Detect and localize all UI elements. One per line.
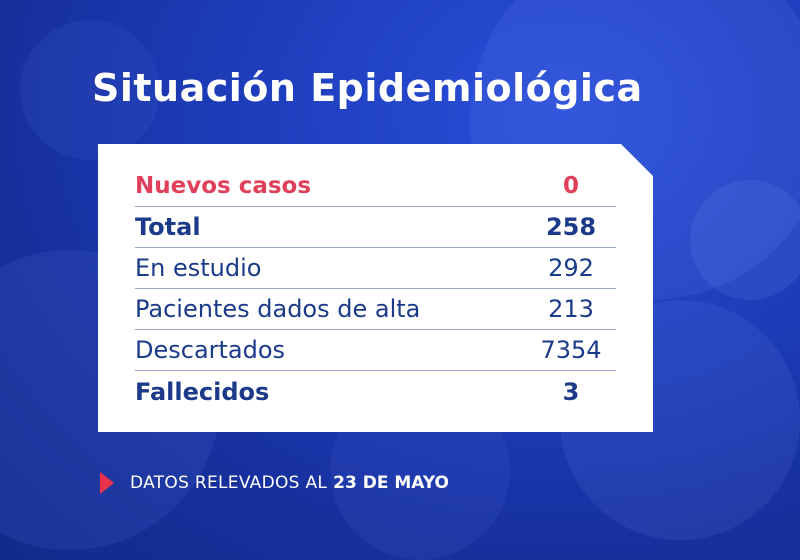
stat-row-en-estudio: En estudio 292: [135, 248, 616, 289]
stat-label: Pacientes dados de alta: [135, 295, 421, 323]
footer-note: DATOS RELEVADOS AL 23 DE MAYO: [100, 472, 449, 494]
footer-text: DATOS RELEVADOS AL: [130, 473, 328, 493]
play-arrow-icon: [100, 472, 114, 494]
stats-table: Nuevos casos 0 Total 258 En estudio 292 …: [135, 166, 616, 412]
stat-label: En estudio: [135, 254, 262, 282]
virus-blob: [690, 180, 800, 300]
stat-value: 3: [562, 377, 580, 406]
stat-value: 258: [545, 213, 597, 241]
stat-value: 0: [562, 173, 579, 199]
stat-value: 7354: [540, 336, 602, 364]
stat-label: Fallecidos: [135, 377, 270, 406]
page-title: Situación Epidemiológica: [92, 66, 643, 110]
stats-card: Nuevos casos 0 Total 258 En estudio 292 …: [98, 144, 653, 432]
stat-value: 213: [548, 295, 594, 323]
stat-value: 292: [548, 254, 594, 282]
stat-row-fallecidos: Fallecidos 3: [135, 371, 616, 412]
footer-date: 23 DE MAYO: [333, 473, 449, 493]
stat-label: Total: [135, 213, 201, 241]
virus-blob: [20, 20, 160, 160]
stat-label: Descartados: [135, 336, 286, 364]
stat-row-dados-de-alta: Pacientes dados de alta 213: [135, 289, 616, 330]
stat-label: Nuevos casos: [135, 173, 312, 199]
stat-row-descartados: Descartados 7354: [135, 330, 616, 371]
stat-row-total: Total 258: [135, 207, 616, 248]
stat-row-nuevos-casos: Nuevos casos 0: [135, 166, 616, 207]
